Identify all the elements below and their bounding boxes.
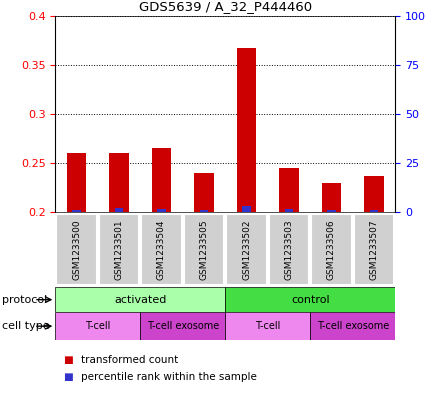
Bar [99,214,139,285]
Bar [237,48,256,212]
Text: transformed count: transformed count [81,354,178,365]
Text: ■: ■ [64,372,77,382]
Text: GSM1233500: GSM1233500 [72,219,81,280]
Text: ■: ■ [64,354,77,365]
Bar [194,173,213,212]
Bar [322,183,341,212]
Text: T-cell exosome: T-cell exosome [147,321,219,331]
Text: T-cell exosome: T-cell exosome [317,321,389,331]
Text: GSM1233504: GSM1233504 [157,219,166,280]
Bar [72,210,81,212]
Bar [55,287,225,312]
Text: GSM1233506: GSM1233506 [327,219,336,280]
Text: cell type: cell type [2,321,50,331]
Bar [55,312,140,340]
Bar [184,214,224,285]
Bar [285,209,293,212]
Bar [152,148,171,212]
Title: GDS5639 / A_32_P444460: GDS5639 / A_32_P444460 [139,0,312,13]
Text: GSM1233505: GSM1233505 [199,219,209,280]
Bar [157,209,166,212]
Text: GSM1233501: GSM1233501 [114,219,124,280]
Text: GSM1233507: GSM1233507 [369,219,379,280]
Bar [225,287,395,312]
Bar [364,176,383,212]
Text: T-cell: T-cell [255,321,280,331]
Bar [141,214,182,285]
Bar [140,312,225,340]
Bar [327,210,336,212]
Text: protocol: protocol [2,295,47,305]
Text: GSM1233502: GSM1233502 [242,219,251,280]
Text: GSM1233503: GSM1233503 [284,219,294,280]
Bar [226,214,267,285]
Bar [67,153,86,212]
Bar [56,214,97,285]
Bar [280,168,298,212]
Bar [200,210,208,212]
Bar [109,153,128,212]
Bar [225,312,310,340]
Bar [115,208,123,212]
Text: percentile rank within the sample: percentile rank within the sample [81,372,257,382]
Bar [370,210,378,212]
Text: activated: activated [114,295,167,305]
Text: T-cell: T-cell [85,321,110,331]
Text: control: control [291,295,329,305]
Bar [354,214,394,285]
Bar [310,312,395,340]
Bar [242,206,251,212]
Bar [311,214,352,285]
Bar [269,214,309,285]
